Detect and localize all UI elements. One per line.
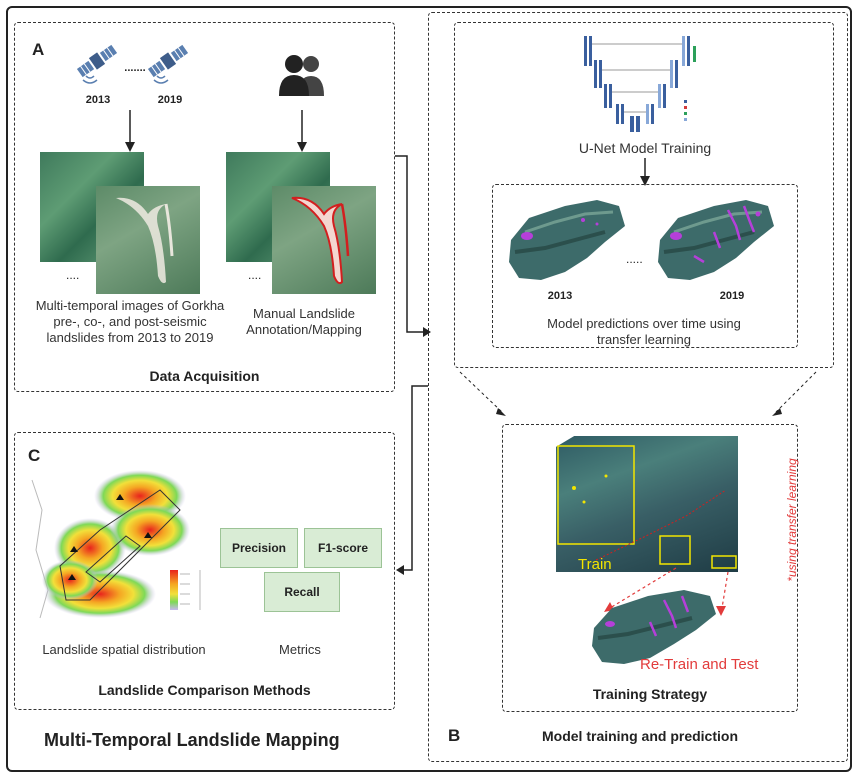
annotation-ellipsis: .... bbox=[248, 268, 262, 282]
train-label: Train bbox=[578, 556, 612, 573]
year-ellipsis: ....... bbox=[124, 62, 146, 74]
unet-architecture-diagram bbox=[584, 36, 696, 132]
annotation-image-front bbox=[272, 186, 376, 294]
panel-b-title: Model training and prediction bbox=[542, 728, 738, 744]
annotation-caption: Manual Landslide Annotation/Mapping bbox=[246, 306, 362, 337]
panel-b-letter: B bbox=[448, 726, 461, 745]
precision-box: Precision bbox=[220, 528, 298, 568]
panel-a-title: Data Acquisition bbox=[149, 368, 260, 384]
unet-box bbox=[454, 22, 834, 368]
training-strategy-box bbox=[502, 424, 798, 712]
landslide-annotation bbox=[291, 196, 350, 285]
arrow-icon bbox=[640, 158, 650, 186]
retrain-prediction-map bbox=[592, 590, 716, 664]
prediction-map-2019 bbox=[658, 200, 774, 280]
metrics-caption: Metrics bbox=[279, 642, 321, 657]
retrain-label: Re-Train and Test bbox=[640, 656, 759, 673]
recall-box: Recall bbox=[264, 572, 340, 612]
panel-a-box bbox=[14, 22, 395, 392]
outer-frame bbox=[6, 6, 852, 772]
year-start: 2013 bbox=[85, 94, 111, 106]
satellite-icon bbox=[147, 44, 189, 84]
panel-a-letter: A bbox=[32, 40, 45, 59]
acquisition-caption: Multi-temporal images of Gorkha pre-, co… bbox=[35, 298, 225, 345]
arrow-icon bbox=[297, 110, 307, 152]
connector-a-to-b bbox=[395, 155, 431, 337]
connector-unet-to-strategy bbox=[459, 371, 817, 416]
satellite-icon bbox=[76, 44, 118, 84]
predictions-caption: Model predictions over time using transf… bbox=[547, 316, 741, 347]
panel-b-box bbox=[428, 12, 848, 762]
f1-score-box: F1-score bbox=[304, 528, 382, 568]
training-strategy-title: Training Strategy bbox=[592, 686, 708, 702]
training-scene-image bbox=[556, 436, 738, 572]
pred-year-start: 2013 bbox=[547, 290, 573, 302]
unet-caption: U-Net Model Training bbox=[578, 140, 712, 156]
panel-c-box bbox=[14, 432, 395, 710]
landslide-scar bbox=[116, 197, 174, 284]
map-caption: Landslide spatial distribution bbox=[42, 642, 206, 657]
prediction-map-2013 bbox=[509, 200, 625, 280]
predictions-box bbox=[492, 184, 798, 348]
satellite-image-front bbox=[96, 186, 200, 294]
year-end: 2019 bbox=[157, 94, 183, 106]
panel-c-letter: C bbox=[28, 446, 41, 465]
panel-c-title: Landslide Comparison Methods bbox=[98, 682, 311, 698]
pred-year-end: 2019 bbox=[719, 290, 745, 302]
train-region bbox=[557, 445, 737, 569]
arrow-icon bbox=[125, 110, 135, 152]
prediction-ellipsis: ..... bbox=[626, 252, 643, 266]
image-ellipsis: .... bbox=[66, 268, 80, 282]
connector-b-to-c bbox=[396, 385, 428, 575]
main-title: Multi-Temporal Landslide Mapping bbox=[44, 730, 340, 750]
landslide-heatmap bbox=[31, 470, 201, 619]
users-icon bbox=[279, 55, 324, 96]
transfer-learning-note: *using transfer learning bbox=[785, 458, 799, 582]
